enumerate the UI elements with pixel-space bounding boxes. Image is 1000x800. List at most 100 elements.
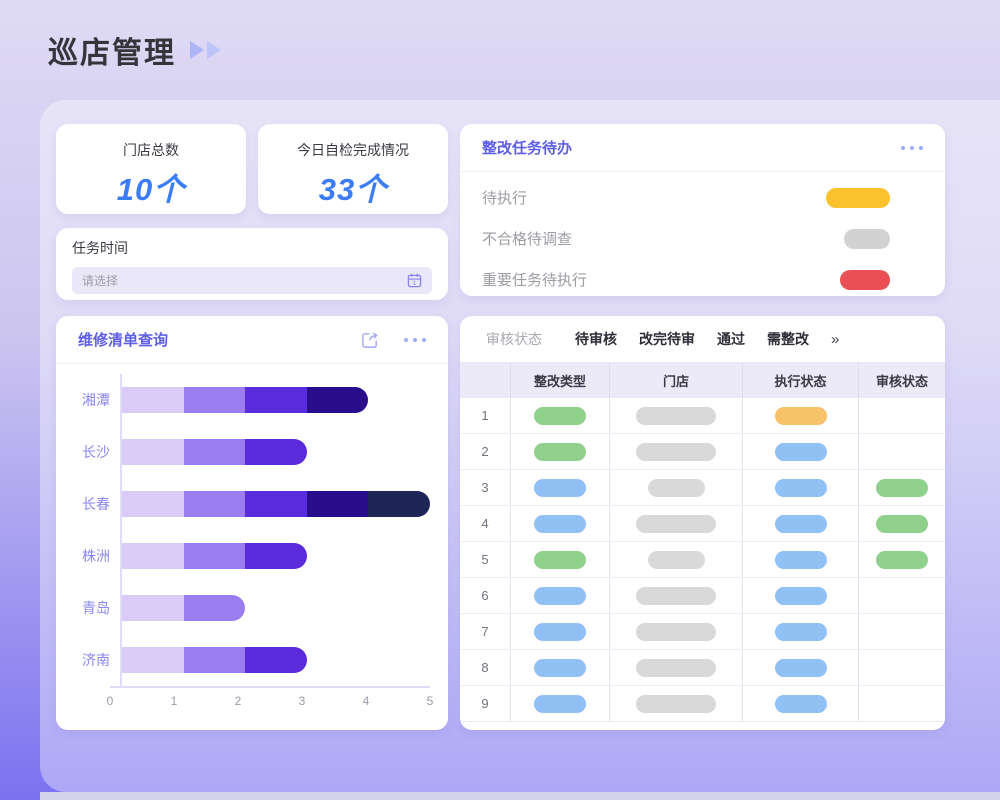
rectification-type-cell: [511, 686, 610, 721]
chart-bar-track: [120, 426, 430, 478]
chart-bar-segment: [122, 387, 184, 413]
review-status-pill: [876, 478, 928, 497]
page-header: 巡店管理: [48, 28, 228, 72]
type-pill: [534, 442, 586, 461]
chart-bar-segment: [122, 491, 184, 517]
execution-status-pill: [774, 514, 827, 533]
row-index-cell: 6: [460, 578, 511, 613]
store-pill: [636, 514, 716, 533]
review-status-cell: [859, 542, 945, 577]
store-pill: [636, 622, 716, 641]
execution-status-cell: [743, 542, 859, 577]
row-index: 1: [481, 408, 489, 423]
table-row[interactable]: 4: [460, 506, 945, 542]
svg-text:1: 1: [413, 280, 417, 287]
review-status-cell: [859, 578, 945, 613]
task-time-label: 任务时间: [72, 240, 128, 256]
todo-panel-title: 整改任务待办: [482, 140, 573, 157]
type-pill: [534, 622, 586, 641]
chart-category-label: 长春: [82, 496, 110, 512]
store-cell: [610, 434, 743, 469]
store-cell: [610, 578, 743, 613]
chart-bar-segment: [122, 543, 184, 569]
chart-x-tick-label: 3: [298, 694, 306, 708]
task-time-date-input[interactable]: 请选择 1: [72, 267, 432, 294]
review-status-cell: [859, 470, 945, 505]
execution-status-cell: [743, 686, 859, 721]
table-row[interactable]: 8: [460, 650, 945, 686]
calendar-icon[interactable]: 1: [407, 273, 422, 288]
chart-bar-segment: [245, 543, 307, 569]
todo-item: 不合格待调查: [460, 218, 945, 259]
share-export-icon[interactable]: [361, 330, 380, 349]
chart-bar-segment: [183, 491, 246, 517]
chart-category-label: 青岛: [82, 600, 110, 616]
tab-待审核[interactable]: 待审核: [575, 331, 617, 347]
more-menu-icon[interactable]: [901, 145, 923, 150]
todo-item: 重要任务待执行: [460, 259, 945, 300]
execution-status-cell: [743, 578, 859, 613]
table-row[interactable]: 7: [460, 614, 945, 650]
chart-bar-segment: [245, 491, 307, 517]
table-header-cell: 整改类型: [511, 362, 610, 398]
chart-bar-track: [120, 530, 430, 582]
chart-x-axis: 0 1 2 3 4 5: [107, 686, 433, 718]
task-time-card: 任务时间 请选择 1: [56, 228, 448, 300]
type-pill: [534, 694, 586, 713]
rectification-type-cell: [511, 434, 610, 469]
execution-status-cell: [743, 650, 859, 685]
chart-bar-row: 济南: [66, 634, 430, 686]
chart-bar-track: [120, 374, 430, 426]
table-row[interactable]: 5: [460, 542, 945, 578]
row-index-cell: 7: [460, 614, 511, 649]
store-cell: [610, 614, 743, 649]
table-row[interactable]: 9: [460, 686, 945, 722]
row-index-cell: 8: [460, 650, 511, 685]
tab-通过[interactable]: 通过: [717, 331, 745, 347]
table-header-cell: [460, 362, 511, 398]
tabs-more-chevron[interactable]: »: [831, 330, 840, 348]
table-body: 1 2 3 4 5 6 7 8 9: [460, 398, 945, 722]
chart-bar-segment: [183, 387, 246, 413]
tab-需整改[interactable]: 需整改: [767, 331, 809, 347]
chart-x-tick-label: 1: [170, 694, 178, 708]
table-header-cell: 执行状态: [743, 362, 859, 398]
execution-status-pill: [774, 550, 827, 569]
chart-bar-segment: [245, 387, 307, 413]
table-row[interactable]: 2: [460, 434, 945, 470]
tab-改完待审[interactable]: 改完待审: [639, 331, 695, 347]
chart-stacked-bar: [122, 543, 307, 569]
review-status-cell: [859, 506, 945, 541]
rectification-type-cell: [511, 470, 610, 505]
store-cell: [610, 398, 743, 433]
title-arrows-icon: [190, 41, 221, 59]
review-status-cell: [859, 434, 945, 469]
row-index: 2: [481, 444, 489, 459]
row-index-cell: 9: [460, 686, 511, 721]
todo-list: 待执行 不合格待调查 重要任务待执行: [460, 172, 945, 300]
more-menu-icon[interactable]: [404, 337, 426, 342]
row-index: 7: [481, 624, 489, 639]
table-row[interactable]: 6: [460, 578, 945, 614]
table-row[interactable]: 3: [460, 470, 945, 506]
review-status-cell: [859, 686, 945, 721]
chart-stacked-bar: [122, 439, 307, 465]
chart-bar-segment: [183, 543, 246, 569]
chart-category-label: 湘潭: [82, 392, 110, 408]
type-pill: [534, 478, 586, 497]
chart-bar-row: 株洲: [66, 530, 430, 582]
review-status-pill: [876, 550, 928, 569]
table-row[interactable]: 1: [460, 398, 945, 434]
rectification-todo-card: 整改任务待办 待执行 不合格待调查 重要任务待执行: [460, 124, 945, 296]
chart-category-label: 株洲: [82, 548, 110, 564]
todo-item-label: 重要任务待执行: [482, 272, 588, 289]
store-pill: [636, 442, 716, 461]
row-index-cell: 1: [460, 398, 511, 433]
chart-x-tick-label: 5: [426, 694, 434, 708]
stat-card-total-stores: 门店总数 10个: [56, 124, 246, 214]
execution-status-pill: [774, 406, 827, 425]
execution-status-cell: [743, 398, 859, 433]
row-index: 8: [481, 660, 489, 675]
